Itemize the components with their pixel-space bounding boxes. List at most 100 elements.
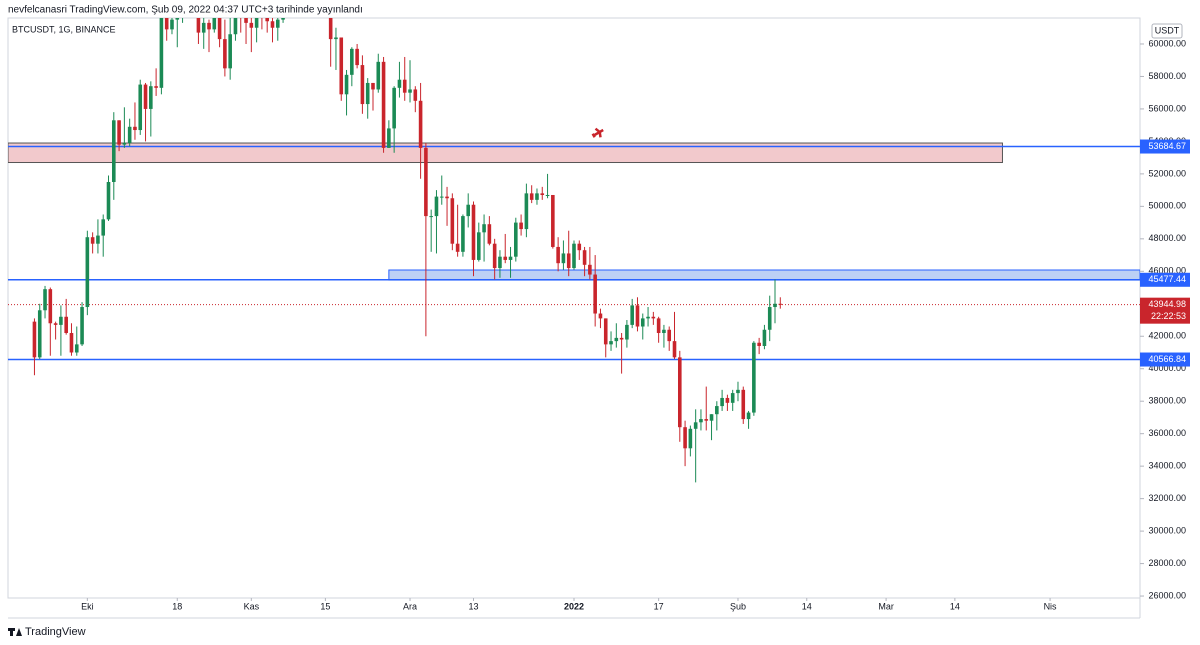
candle-body bbox=[572, 243, 576, 269]
candle-body bbox=[281, 18, 285, 20]
candle-body bbox=[270, 21, 275, 28]
candle-body bbox=[85, 237, 90, 308]
candle bbox=[683, 420, 687, 467]
candle-body bbox=[365, 82, 370, 105]
candle bbox=[133, 102, 137, 140]
candle-body bbox=[582, 250, 587, 265]
candle-body bbox=[48, 289, 53, 324]
candle bbox=[249, 18, 254, 53]
candle bbox=[471, 201, 476, 277]
candle bbox=[672, 311, 677, 359]
candle-body bbox=[53, 323, 58, 325]
candle bbox=[434, 190, 439, 254]
candle bbox=[439, 175, 444, 205]
candle-body bbox=[207, 22, 211, 30]
candle-body bbox=[461, 216, 465, 252]
candle bbox=[154, 68, 158, 96]
candle bbox=[662, 324, 666, 348]
y-tick-label: 52000.00 bbox=[1148, 168, 1186, 178]
candle bbox=[498, 250, 502, 278]
candle-body bbox=[625, 324, 629, 340]
price-label: 40566.84 bbox=[1148, 354, 1186, 364]
candle bbox=[625, 320, 629, 348]
candle-body bbox=[254, 18, 259, 28]
x-tick-label: Nis bbox=[1044, 601, 1057, 611]
candle-body bbox=[143, 84, 148, 109]
candle-body bbox=[175, 18, 180, 20]
candle bbox=[122, 107, 127, 148]
candle bbox=[281, 18, 285, 23]
y-tick-label: 34000.00 bbox=[1148, 461, 1186, 471]
candle-body bbox=[704, 419, 709, 421]
candle bbox=[445, 186, 449, 226]
candle-body bbox=[524, 193, 529, 230]
candle-body bbox=[476, 232, 481, 260]
candle-body bbox=[96, 235, 100, 244]
candle-body bbox=[492, 243, 497, 269]
candle bbox=[476, 222, 481, 262]
candle bbox=[392, 86, 396, 153]
candle-body bbox=[693, 422, 698, 429]
candle-body bbox=[603, 318, 608, 345]
candle-body bbox=[662, 329, 666, 334]
candle bbox=[334, 27, 338, 70]
candle bbox=[101, 214, 106, 257]
candle bbox=[693, 409, 698, 483]
candle bbox=[270, 18, 275, 43]
candle bbox=[387, 120, 391, 148]
candle-body bbox=[233, 18, 238, 35]
candle-body bbox=[244, 18, 248, 23]
candle bbox=[48, 287, 53, 356]
candle-body bbox=[106, 181, 111, 220]
zone bbox=[388, 269, 1140, 281]
price-label-box bbox=[1140, 139, 1190, 154]
x-tick-label: 15 bbox=[320, 601, 330, 611]
candle-body bbox=[392, 87, 396, 129]
candle bbox=[730, 389, 735, 411]
candle-body bbox=[503, 256, 508, 260]
candle bbox=[503, 233, 508, 264]
x-tick-label: Kas bbox=[244, 601, 260, 611]
candle bbox=[487, 216, 492, 246]
candle bbox=[699, 409, 703, 431]
candle bbox=[244, 18, 248, 44]
candle-body bbox=[397, 79, 402, 88]
candle-body bbox=[434, 196, 439, 217]
symbol: BTCUSDT, 1G, BINANCE bbox=[12, 24, 116, 34]
candle-body bbox=[381, 61, 386, 148]
candle-body bbox=[69, 333, 74, 353]
brand: TradingView bbox=[25, 626, 86, 638]
candle bbox=[656, 316, 661, 343]
x-tick-label: 14 bbox=[950, 601, 960, 611]
candle bbox=[223, 19, 227, 77]
candle-body bbox=[598, 313, 603, 319]
candle bbox=[360, 55, 365, 114]
candle bbox=[773, 279, 777, 324]
candle-body bbox=[159, 18, 164, 88]
candle-body bbox=[360, 65, 365, 105]
currency-box bbox=[1151, 23, 1183, 39]
y-tick-label: 50000.00 bbox=[1148, 201, 1186, 211]
candle bbox=[566, 230, 571, 277]
candle-body bbox=[59, 316, 63, 325]
candle bbox=[561, 240, 566, 270]
candle bbox=[635, 297, 640, 332]
currency: USDT bbox=[1155, 25, 1180, 35]
candle-body bbox=[741, 389, 746, 420]
candle-body bbox=[32, 321, 37, 358]
candle-body bbox=[450, 198, 455, 244]
candle-body bbox=[265, 18, 269, 22]
x-tick-label: 14 bbox=[802, 601, 812, 611]
y-tick-label: 28000.00 bbox=[1148, 558, 1186, 568]
candle-body bbox=[64, 316, 68, 334]
candle-body bbox=[445, 196, 449, 199]
candle bbox=[371, 82, 375, 111]
candle bbox=[529, 185, 534, 204]
zone bbox=[8, 142, 1003, 164]
candle-body bbox=[376, 61, 381, 90]
candle bbox=[741, 386, 746, 424]
candle-body bbox=[551, 194, 555, 247]
y-tick-label: 36000.00 bbox=[1148, 428, 1186, 438]
price-label-box bbox=[1140, 272, 1190, 287]
candle bbox=[53, 321, 58, 340]
